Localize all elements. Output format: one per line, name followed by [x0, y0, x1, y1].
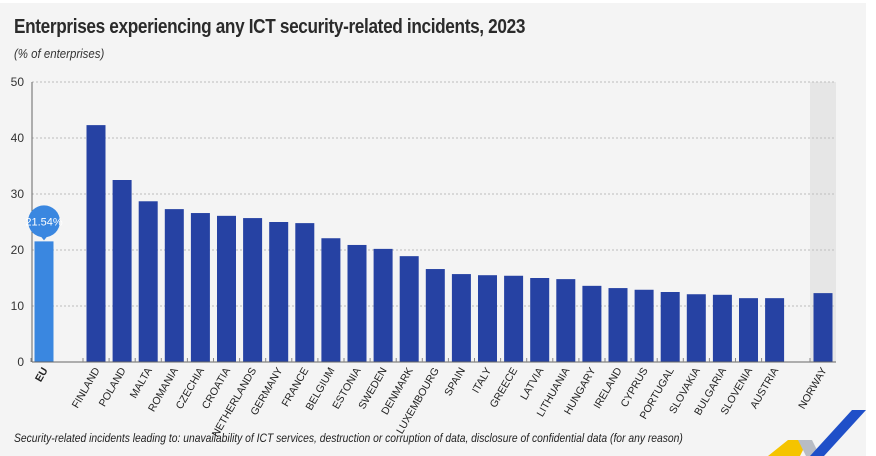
bar-norway[interactable] — [813, 293, 833, 362]
bar-cyprus[interactable] — [634, 289, 654, 362]
x-tick-label: ITALY — [470, 366, 494, 396]
bar-finland[interactable] — [86, 125, 106, 363]
x-tick-label: EU — [33, 366, 51, 385]
x-tick-label: MALTA — [128, 366, 155, 401]
bar-italy[interactable] — [478, 275, 497, 362]
bar-poland[interactable] — [112, 180, 132, 362]
bar-netherlands[interactable] — [243, 218, 263, 362]
bar-sweden[interactable] — [373, 248, 393, 362]
bar-luxembourg[interactable] — [425, 269, 445, 362]
bar-estonia[interactable] — [347, 244, 367, 362]
chart-subtitle: (% of enterprises) — [14, 46, 105, 61]
eurostat-logo-icon — [768, 410, 866, 456]
bar-eu[interactable] — [34, 241, 54, 362]
bar-ireland[interactable] — [608, 288, 628, 362]
y-tick-label: 0 — [17, 355, 24, 369]
bar-portugal[interactable] — [660, 292, 680, 362]
bar-latvia[interactable] — [530, 278, 550, 362]
bar-spain[interactable] — [451, 274, 471, 362]
y-tick-label: 40 — [11, 131, 25, 145]
bar-slovenia[interactable] — [739, 298, 758, 362]
bar-denmark[interactable] — [399, 256, 419, 362]
y-tick-label: 10 — [11, 299, 25, 313]
y-tick-label: 20 — [11, 243, 25, 257]
x-tick-label: NORWAY — [796, 366, 829, 412]
x-tick-label: LATVIA — [518, 366, 546, 403]
bar-malta[interactable] — [138, 201, 158, 362]
bar-romania[interactable] — [164, 209, 184, 362]
bar-croatia[interactable] — [217, 215, 236, 362]
chart-title: Enterprises experiencing any ICT securit… — [14, 16, 526, 38]
bar-greece[interactable] — [504, 275, 524, 362]
x-tick-label: SPAIN — [442, 366, 468, 399]
bar-bulgaria[interactable] — [712, 294, 732, 362]
bar-czechia[interactable] — [190, 213, 210, 362]
chart-footnote: Security-related incidents leading to: u… — [14, 431, 683, 445]
y-tick-label: 30 — [11, 187, 25, 201]
bar-france[interactable] — [295, 223, 315, 362]
y-tick-label: 50 — [11, 75, 25, 89]
bar-lithuania[interactable] — [556, 279, 576, 362]
bar-austria[interactable] — [765, 298, 785, 362]
bar-belgium[interactable] — [321, 238, 341, 362]
value-callout: 21.54% — [25, 205, 63, 241]
bar-slovakia[interactable] — [686, 294, 706, 362]
callout-label: 21.54% — [25, 216, 63, 228]
bar-hungary[interactable] — [582, 285, 602, 362]
bar-germany[interactable] — [269, 222, 289, 362]
